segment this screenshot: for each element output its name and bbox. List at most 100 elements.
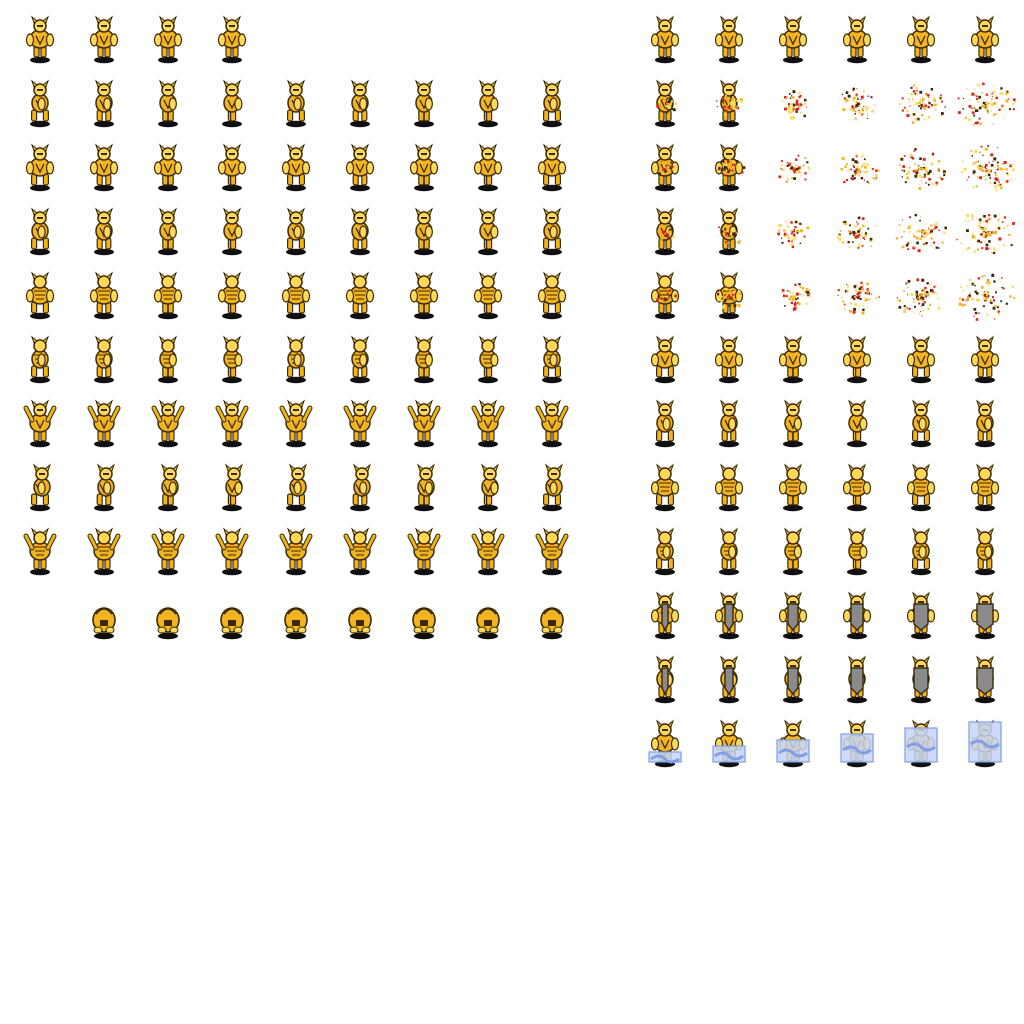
left-frame-r5-c0 — [20, 334, 60, 386]
warrior-sprite-icon — [842, 15, 872, 64]
warrior-sprite-icon — [87, 527, 121, 576]
right-frame-r2-c1 — [709, 142, 749, 194]
right-frame-r1-c5 — [957, 78, 1016, 130]
warrior-sprite-icon — [30, 207, 50, 256]
warrior-sprite-icon — [156, 607, 180, 640]
warrior-sprite-icon — [407, 527, 441, 576]
warrior-sprite-icon — [220, 607, 244, 640]
right-frame-r4-c0 — [645, 270, 685, 322]
left-frame-r9-c1 — [84, 590, 124, 642]
right-frame-r4-c1 — [709, 270, 749, 322]
left-frame-r8-c8 — [532, 526, 572, 578]
left-frame-r6-c1 — [84, 398, 124, 450]
warrior-sprite-icon — [30, 463, 52, 512]
warrior-sprite-icon — [94, 79, 114, 128]
left-frame-r4-c5 — [340, 270, 380, 322]
warrior-sprite-icon — [714, 463, 744, 512]
warrior-sprite-icon — [25, 143, 55, 192]
left-frame-r6-c3 — [212, 398, 252, 450]
warrior-sprite-icon — [23, 527, 57, 576]
right-frame-r11-c4 — [901, 718, 941, 770]
warrior-sprite-icon — [281, 271, 311, 320]
right-frame-r8-c1 — [709, 526, 749, 578]
right-frame-r1-c4 — [899, 78, 946, 130]
warrior-sprite-icon — [94, 335, 114, 384]
warrior-sprite-icon — [719, 655, 739, 704]
right-frame-r3-c3 — [837, 206, 877, 258]
left-frame-r2-c4 — [276, 142, 316, 194]
warrior-sprite-icon — [906, 335, 936, 384]
left-frame-r8-c6 — [404, 526, 444, 578]
left-frame-r7-c4 — [276, 462, 316, 514]
warrior-sprite-icon — [537, 143, 567, 192]
right-frame-r2-c5 — [961, 142, 1015, 194]
warrior-sprite-icon — [92, 607, 116, 640]
warrior-sprite-icon — [904, 719, 938, 768]
warrior-sprite-icon — [961, 145, 1015, 191]
right-frame-r0-c4 — [901, 14, 941, 66]
right-frame-r10-c1 — [709, 654, 749, 706]
warrior-sprite-icon — [712, 719, 746, 768]
left-frame-r1-c7 — [468, 78, 508, 130]
left-frame-r3-c6 — [404, 206, 444, 258]
left-frame-r5-c8 — [532, 334, 572, 386]
warrior-sprite-icon — [842, 591, 872, 640]
warrior-sprite-icon — [956, 213, 1015, 255]
right-frame-r0-c2 — [773, 14, 813, 66]
warrior-sprite-icon — [975, 527, 995, 576]
right-frame-r11-c0 — [645, 718, 685, 770]
left-frame-r7-c6 — [404, 462, 444, 514]
warrior-sprite-icon — [414, 207, 434, 256]
right-frame-r11-c2 — [773, 718, 813, 770]
warrior-sprite-icon — [778, 335, 808, 384]
warrior-sprite-icon — [650, 143, 680, 192]
left-frame-r6-c5 — [340, 398, 380, 450]
left-frame-r4-c4 — [276, 270, 316, 322]
warrior-sprite-icon — [414, 79, 434, 128]
right-frame-r5-c2 — [773, 334, 813, 386]
right-frame-r7-c3 — [837, 462, 877, 514]
left-frame-r7-c5 — [340, 462, 380, 514]
right-frame-r4-c5 — [958, 270, 1016, 322]
warrior-sprite-icon — [535, 399, 569, 448]
warrior-sprite-icon — [650, 591, 680, 640]
left-frame-r2-c7 — [468, 142, 508, 194]
left-frame-r5-c2 — [148, 334, 188, 386]
left-frame-r8-c3 — [212, 526, 252, 578]
warrior-sprite-icon — [478, 463, 500, 512]
warrior-sprite-icon — [968, 719, 1002, 768]
warrior-sprite-icon — [350, 335, 370, 384]
left-frame-r4-c3 — [212, 270, 252, 322]
left-frame-r2-c3 — [212, 142, 252, 194]
warrior-sprite-icon — [25, 15, 55, 64]
warrior-sprite-icon — [542, 335, 562, 384]
right-frame-r2-c0 — [645, 142, 685, 194]
warrior-sprite-icon — [542, 463, 564, 512]
left-frame-r9-c8 — [532, 590, 572, 642]
left-frame-r0-c0 — [20, 14, 60, 66]
warrior-sprite-icon — [783, 399, 803, 448]
warrior-sprite-icon — [478, 335, 499, 384]
warrior-sprite-icon — [719, 399, 739, 448]
right-frame-r5-c0 — [645, 334, 685, 386]
right-frame-r6-c3 — [837, 398, 877, 450]
right-frame-r10-c4 — [901, 654, 941, 706]
warrior-sprite-icon — [478, 79, 499, 128]
right-frame-r2-c4 — [898, 142, 946, 194]
left-frame-r1-c3 — [212, 78, 252, 130]
warrior-sprite-icon — [970, 335, 1000, 384]
warrior-sprite-icon — [896, 278, 940, 317]
left-frame-r8-c4 — [276, 526, 316, 578]
warrior-sprite-icon — [478, 207, 499, 256]
left-frame-r1-c1 — [84, 78, 124, 130]
left-frame-r6-c7 — [468, 398, 508, 450]
warrior-sprite-icon — [958, 273, 1016, 321]
warrior-sprite-icon — [655, 399, 675, 448]
warrior-sprite-icon — [151, 527, 185, 576]
warrior-sprite-icon — [345, 271, 375, 320]
warrior-sprite-icon — [409, 143, 439, 192]
left-frame-r8-c7 — [468, 526, 508, 578]
left-frame-r7-c7 — [468, 462, 508, 514]
left-frame-r6-c8 — [532, 398, 572, 450]
left-frame-r4-c2 — [148, 270, 188, 322]
